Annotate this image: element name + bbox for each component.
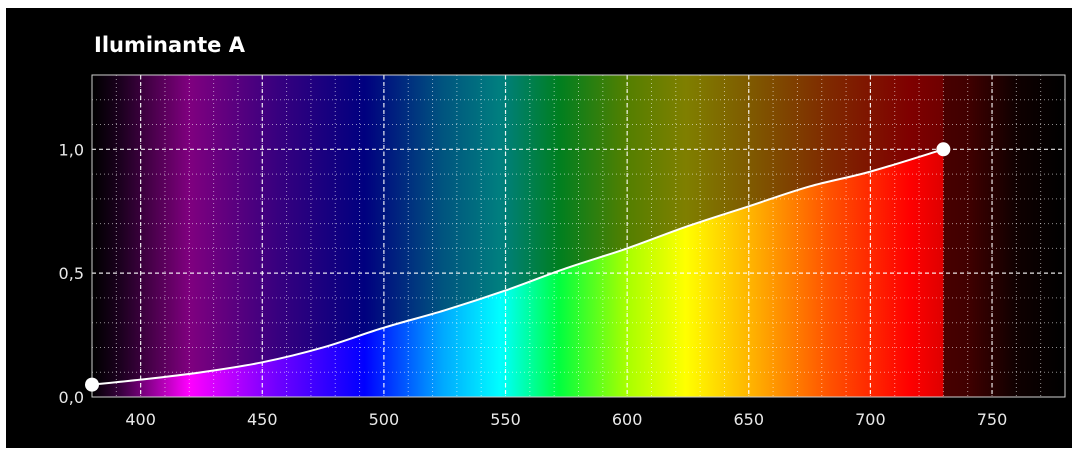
- x-axis: 400 450 500 550 600 650 700 750: [125, 410, 1007, 429]
- spectrum-chart: Iluminante A 400 450 500 550 600 650 700 750 0,…: [59, 33, 1066, 429]
- y-tick-label: 1,0: [59, 140, 84, 159]
- chart-frame: Iluminante A 400 450 500 550 600 650 700 750 0,…: [6, 8, 1072, 448]
- x-tick-label: 600: [612, 410, 643, 429]
- plot-border: [91, 74, 1066, 398]
- start-point-marker[interactable]: [85, 377, 99, 392]
- x-tick-label: 450: [247, 410, 278, 429]
- chart-title: Iluminante A: [94, 33, 246, 57]
- x-tick-label: 750: [977, 410, 1008, 429]
- x-tick-label: 700: [855, 410, 886, 429]
- end-point-marker[interactable]: [936, 142, 951, 157]
- x-tick-label: 400: [125, 410, 156, 429]
- x-tick-label: 500: [369, 410, 400, 429]
- plot-area: [85, 74, 1066, 398]
- x-tick-label: 550: [490, 410, 521, 429]
- y-tick-label: 0,5: [59, 264, 84, 283]
- series-line: [91, 148, 944, 386]
- y-tick-label: 0,0: [59, 388, 84, 407]
- y-axis: 0,0 0,5 1,0: [59, 140, 84, 407]
- x-tick-label: 650: [734, 410, 765, 429]
- region-right: [943, 75, 1065, 397]
